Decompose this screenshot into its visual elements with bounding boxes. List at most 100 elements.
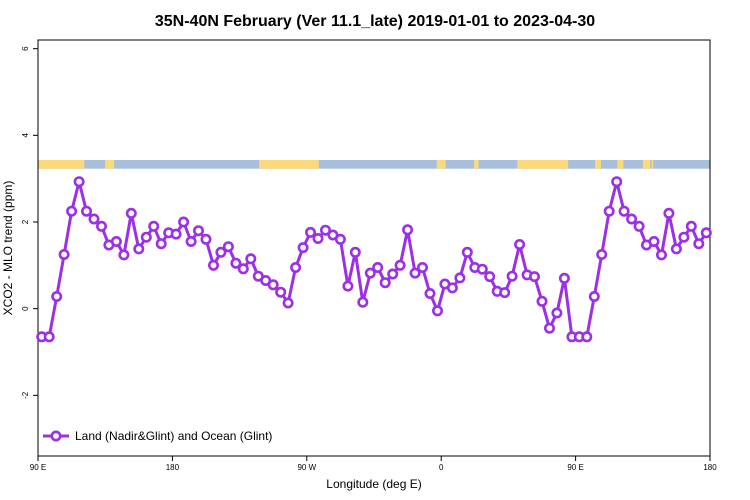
data-point	[528, 271, 540, 283]
data-point	[140, 231, 152, 243]
legend-marker	[50, 430, 62, 442]
data-point	[178, 216, 190, 228]
land-segment	[38, 160, 85, 169]
y-tick-label: 6	[21, 46, 30, 51]
chart-title: 35N-40N February (Ver 11.1_late) 2019-01…	[155, 13, 595, 30]
x-tick-label: 0	[439, 463, 444, 472]
data-point	[185, 236, 197, 248]
data-point	[193, 225, 205, 237]
x-tick-label: 180	[166, 463, 180, 472]
land-segment	[259, 160, 319, 169]
data-point	[685, 220, 697, 232]
land-segment	[642, 160, 651, 169]
data-point	[700, 227, 712, 239]
ocean-band	[38, 160, 710, 169]
data-point	[588, 290, 600, 302]
data-point	[267, 279, 279, 291]
data-point	[230, 257, 242, 269]
data-point	[148, 220, 160, 232]
data-point	[342, 280, 354, 292]
x-axis-label: Longitude (deg E)	[326, 477, 421, 491]
legend-label: Land (Nadir&Glint) and Ocean (Glint)	[75, 429, 272, 443]
y-tick-label: 4	[21, 133, 30, 138]
x-tick-label: 90 E	[30, 463, 46, 472]
legend: Land (Nadir&Glint) and Ocean (Glint)	[43, 429, 272, 443]
data-point	[118, 249, 130, 261]
data-point	[319, 224, 331, 236]
data-point	[297, 242, 309, 254]
data-point	[514, 239, 526, 251]
data-point	[648, 236, 660, 248]
data-point	[581, 331, 593, 343]
data-point	[536, 295, 548, 307]
data-point	[245, 253, 257, 265]
land-segment	[651, 160, 654, 169]
data-point	[58, 249, 70, 261]
y-axis-label: XCO2 - MLO trend (ppm)	[1, 181, 15, 316]
data-point	[499, 287, 511, 299]
data-point	[476, 263, 488, 275]
x-tick-label: 180	[703, 463, 717, 472]
land-segment	[105, 160, 115, 169]
data-point	[506, 270, 518, 282]
data-point	[416, 261, 428, 273]
data-point	[222, 241, 234, 253]
data-point	[364, 267, 376, 279]
data-point	[81, 205, 93, 217]
data-point	[349, 246, 361, 258]
data-point	[678, 231, 690, 243]
data-point	[372, 261, 384, 273]
data-point	[51, 290, 63, 302]
series-line	[41, 180, 708, 339]
data-point	[409, 267, 421, 279]
y-tick-label: -2	[21, 391, 30, 399]
data-point	[663, 207, 675, 219]
data-point	[133, 243, 145, 255]
land-segment	[517, 160, 569, 169]
data-point	[304, 226, 316, 238]
y-tick-label: 2	[21, 219, 30, 224]
land-segment	[436, 160, 446, 169]
data-point	[558, 272, 570, 284]
data-point	[543, 322, 555, 334]
data-point	[237, 263, 249, 275]
data-point	[603, 205, 615, 217]
data-point	[484, 271, 496, 283]
x-tick-label: 90 E	[567, 463, 583, 472]
data-point	[693, 238, 705, 250]
data-point	[66, 205, 78, 217]
data-point	[88, 213, 100, 225]
data-point	[446, 282, 458, 294]
x-tick-label: 90 W	[297, 463, 316, 472]
data-point	[611, 176, 623, 188]
data-point	[357, 296, 369, 308]
data-point	[461, 246, 473, 258]
data-point	[43, 331, 55, 343]
data-point	[290, 261, 302, 273]
data-point	[394, 259, 406, 271]
data-point	[312, 233, 324, 245]
data-point	[633, 220, 645, 232]
data-point	[655, 249, 667, 261]
data-point	[215, 246, 227, 258]
data-point	[670, 243, 682, 255]
data-point	[170, 228, 182, 240]
data-point	[275, 286, 287, 298]
data-point	[282, 297, 294, 309]
x-axis: 90 E 180 90 W 0 90 E 180	[30, 456, 717, 472]
data-point	[200, 233, 212, 245]
data-point	[402, 224, 414, 236]
data-point	[387, 268, 399, 280]
data-point	[96, 220, 108, 232]
data-point	[155, 238, 167, 250]
data-point	[125, 207, 137, 219]
data-point	[379, 277, 391, 289]
data-point	[454, 272, 466, 284]
data-point	[424, 287, 436, 299]
data-point	[208, 259, 220, 271]
land-segment	[595, 160, 601, 169]
series-layer	[36, 176, 712, 343]
y-axis: -2 0 2 4 6	[21, 46, 38, 399]
data-point	[110, 236, 122, 248]
